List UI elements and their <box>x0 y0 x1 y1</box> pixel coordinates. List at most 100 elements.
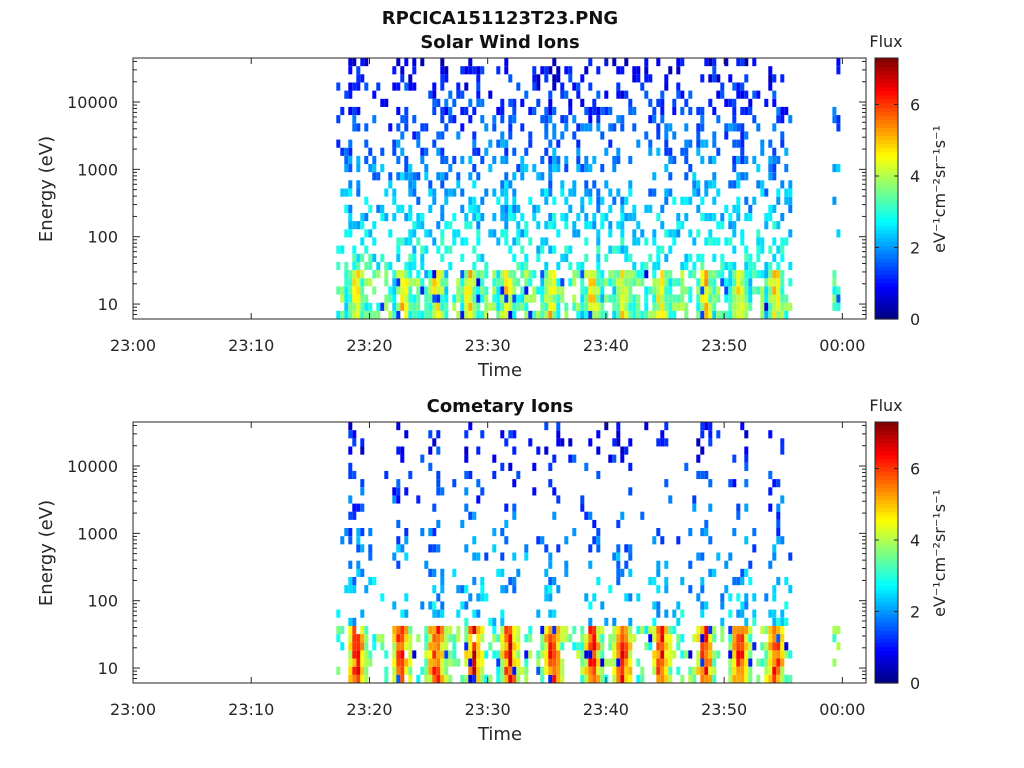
heatmap-cell <box>516 650 521 659</box>
colorbar-segment <box>875 593 898 598</box>
heatmap-cell <box>656 294 661 303</box>
heatmap-cell <box>648 188 653 197</box>
heatmap-cell <box>552 196 557 205</box>
heatmap-cell <box>452 568 457 577</box>
heatmap-cell <box>744 634 749 643</box>
heatmap-cell <box>672 196 677 205</box>
heatmap-cell <box>508 430 513 439</box>
heatmap-cell <box>660 90 665 99</box>
heatmap-cell <box>712 625 717 635</box>
heatmap-cell <box>588 560 593 569</box>
heatmap-cell <box>416 278 421 287</box>
heatmap-cell <box>688 666 693 675</box>
heatmap-cell <box>760 658 765 667</box>
heatmap-cell <box>584 123 589 132</box>
heatmap-cell <box>560 278 565 287</box>
heatmap-cell <box>740 658 745 667</box>
colorbar-segment <box>875 605 898 611</box>
heatmap-cell <box>356 286 361 295</box>
heatmap-cell <box>668 155 673 165</box>
heatmap-cell <box>516 164 521 173</box>
heatmap-cell <box>404 430 409 439</box>
heatmap-cell <box>696 470 701 480</box>
heatmap-cell <box>440 155 445 165</box>
heatmap-cell <box>432 650 437 659</box>
heatmap-cell <box>512 658 517 667</box>
heatmap-cell <box>440 585 445 594</box>
heatmap-cell <box>744 462 749 471</box>
heatmap-cell <box>652 229 657 238</box>
heatmap-cell <box>560 658 565 667</box>
heatmap-cell <box>620 642 625 651</box>
heatmap-cell <box>772 98 777 107</box>
heatmap-cell <box>408 625 413 635</box>
heatmap-cell <box>700 446 705 455</box>
heatmap-cell <box>508 658 513 667</box>
heatmap-cell <box>504 139 509 148</box>
heatmap-cell <box>608 658 613 667</box>
heatmap-cell <box>548 479 553 488</box>
colorbar-segment <box>875 422 898 427</box>
heatmap-cell <box>620 625 625 635</box>
heatmap-cell <box>452 237 457 246</box>
heatmap-cell <box>348 470 353 480</box>
heatmap-cell <box>448 650 453 659</box>
heatmap-cell <box>580 164 585 173</box>
heatmap-cell <box>668 270 673 279</box>
heatmap-cell <box>780 139 785 148</box>
heatmap-cell <box>352 642 357 651</box>
heatmap-cell <box>468 634 473 643</box>
heatmap-cell <box>488 642 493 651</box>
heatmap-cell <box>360 58 365 67</box>
colorbar-segment <box>875 257 898 263</box>
heatmap-cell <box>756 237 761 246</box>
heatmap-cell <box>476 625 481 635</box>
heatmap-cell <box>360 221 365 230</box>
heatmap-cell <box>428 625 433 635</box>
heatmap-cell <box>520 229 525 238</box>
heatmap-cell <box>412 221 417 230</box>
heatmap-cell <box>764 213 769 222</box>
heatmap-cell <box>580 650 585 659</box>
heatmap-cell <box>400 74 405 83</box>
heatmap-cell <box>696 294 701 303</box>
heatmap-cell <box>348 286 353 295</box>
heatmap-cell <box>716 90 721 99</box>
heatmap-cell <box>436 634 441 643</box>
heatmap-cell <box>348 213 353 222</box>
heatmap-cell <box>708 674 713 683</box>
heatmap-cell <box>432 438 437 447</box>
heatmap-cell <box>552 511 557 520</box>
heatmap-cell <box>696 552 701 561</box>
heatmap-cell <box>524 658 529 667</box>
heatmap-cell <box>728 674 733 683</box>
heatmap-cell <box>444 302 449 311</box>
heatmap-cell <box>532 270 537 279</box>
heatmap-cell <box>628 674 633 683</box>
heatmap-cell <box>696 123 701 132</box>
colorbar-segment <box>875 70 898 75</box>
heatmap-cell <box>616 155 621 165</box>
heatmap-cell <box>392 188 397 197</box>
heatmap-cell <box>696 188 701 197</box>
colorbar-segment <box>875 58 898 63</box>
heatmap-cell <box>684 98 689 107</box>
heatmap-cell <box>780 286 785 295</box>
heatmap-cell <box>592 650 597 659</box>
heatmap-cell <box>508 131 513 140</box>
heatmap-cell <box>360 674 365 683</box>
heatmap-cell <box>392 278 397 287</box>
heatmap-cell <box>536 74 541 83</box>
heatmap-cell <box>736 58 741 67</box>
heatmap-cell <box>356 650 361 659</box>
colorbar-segment <box>875 176 898 181</box>
heatmap-cell <box>624 666 629 675</box>
heatmap-cell <box>392 82 397 91</box>
heatmap-cell <box>392 294 397 303</box>
heatmap-cell <box>552 294 557 303</box>
heatmap-cell <box>444 221 449 230</box>
heatmap-cell <box>716 237 721 246</box>
colorbar-segment <box>875 290 898 296</box>
heatmap-cell <box>764 221 769 230</box>
heatmap-cell <box>668 66 673 75</box>
